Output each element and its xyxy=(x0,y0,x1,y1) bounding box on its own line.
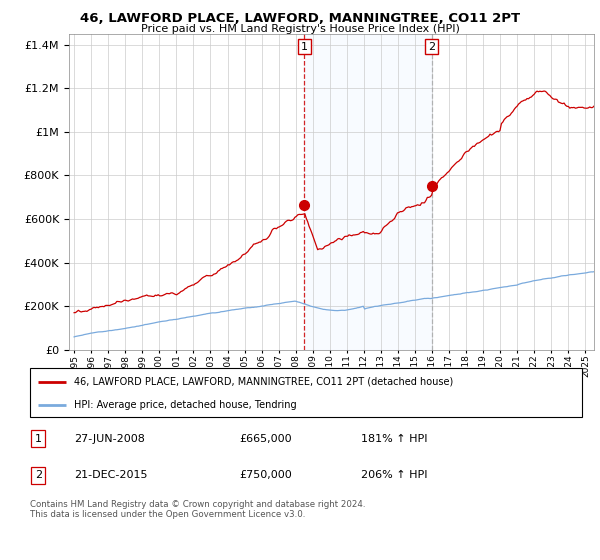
Text: 46, LAWFORD PLACE, LAWFORD, MANNINGTREE, CO11 2PT: 46, LAWFORD PLACE, LAWFORD, MANNINGTREE,… xyxy=(80,12,520,25)
Text: 46, LAWFORD PLACE, LAWFORD, MANNINGTREE, CO11 2PT (detached house): 46, LAWFORD PLACE, LAWFORD, MANNINGTREE,… xyxy=(74,377,454,387)
Text: 2: 2 xyxy=(428,41,435,52)
Text: HPI: Average price, detached house, Tendring: HPI: Average price, detached house, Tend… xyxy=(74,400,297,410)
Text: £750,000: £750,000 xyxy=(240,470,293,480)
Text: 1: 1 xyxy=(35,434,42,444)
Text: Price paid vs. HM Land Registry's House Price Index (HPI): Price paid vs. HM Land Registry's House … xyxy=(140,24,460,34)
Text: Contains HM Land Registry data © Crown copyright and database right 2024.
This d: Contains HM Land Registry data © Crown c… xyxy=(30,500,365,519)
Text: 21-DEC-2015: 21-DEC-2015 xyxy=(74,470,148,480)
FancyBboxPatch shape xyxy=(30,368,582,417)
Text: 2: 2 xyxy=(35,470,42,480)
Text: 27-JUN-2008: 27-JUN-2008 xyxy=(74,434,145,444)
Text: £665,000: £665,000 xyxy=(240,434,292,444)
Text: 1: 1 xyxy=(301,41,308,52)
Bar xyxy=(304,34,431,350)
Text: 206% ↑ HPI: 206% ↑ HPI xyxy=(361,470,428,480)
Text: 181% ↑ HPI: 181% ↑ HPI xyxy=(361,434,428,444)
